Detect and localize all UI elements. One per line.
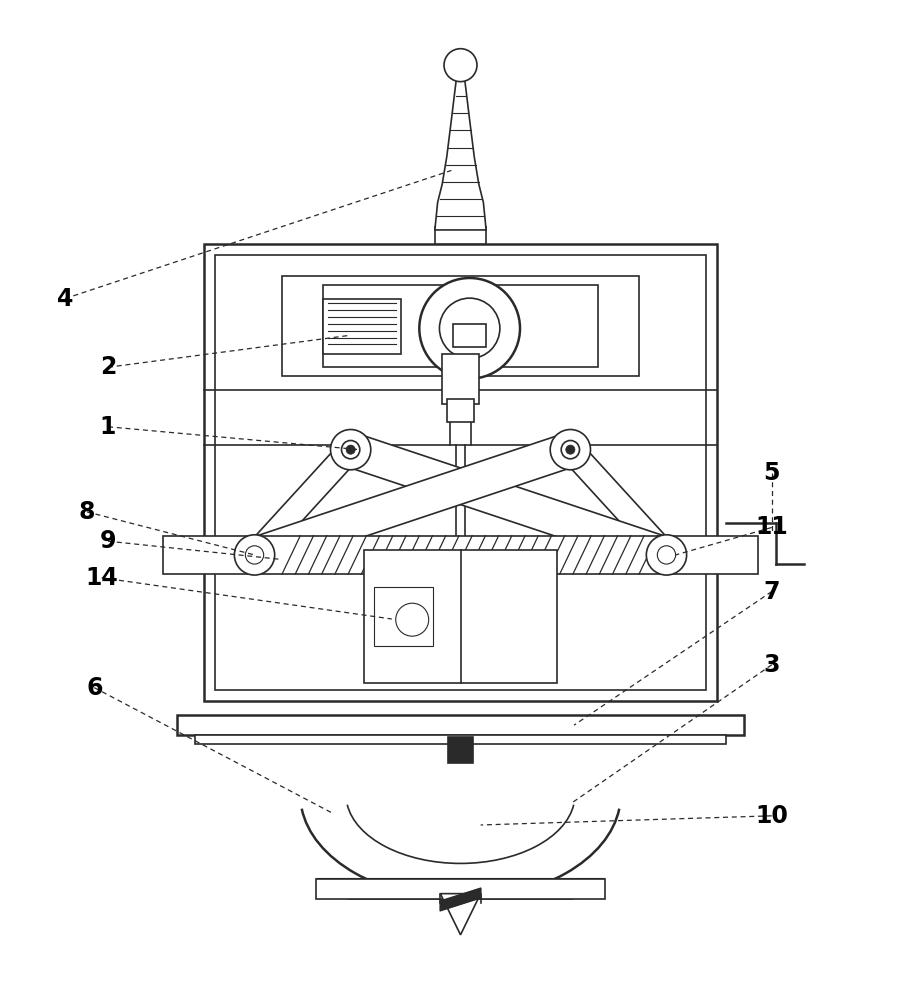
- Polygon shape: [554, 450, 683, 555]
- Bar: [323, 299, 401, 354]
- Bar: [447, 399, 474, 422]
- Polygon shape: [240, 436, 584, 569]
- Text: 3: 3: [764, 653, 780, 677]
- Bar: [163, 536, 758, 574]
- Bar: [374, 587, 433, 646]
- Bar: [216, 255, 705, 690]
- Polygon shape: [440, 894, 481, 935]
- Circle shape: [245, 546, 263, 564]
- Circle shape: [439, 298, 500, 359]
- Circle shape: [346, 445, 356, 454]
- Polygon shape: [337, 436, 681, 569]
- Polygon shape: [316, 879, 605, 899]
- Bar: [323, 285, 598, 367]
- Bar: [195, 735, 726, 744]
- Circle shape: [565, 445, 575, 454]
- Bar: [204, 244, 717, 701]
- Circle shape: [234, 535, 274, 575]
- Circle shape: [396, 603, 428, 636]
- Bar: [435, 227, 486, 244]
- Bar: [365, 550, 556, 683]
- Circle shape: [561, 440, 579, 459]
- Text: 6: 6: [86, 676, 102, 700]
- Text: 7: 7: [764, 580, 780, 604]
- Circle shape: [658, 546, 676, 564]
- Polygon shape: [435, 68, 486, 230]
- Bar: [442, 354, 479, 404]
- Bar: [448, 737, 473, 763]
- Text: 8: 8: [79, 500, 95, 524]
- Bar: [453, 324, 486, 347]
- Circle shape: [550, 430, 590, 470]
- Bar: [316, 879, 605, 899]
- Text: 11: 11: [755, 515, 788, 539]
- Text: 9: 9: [99, 529, 116, 553]
- Text: 2: 2: [99, 355, 116, 379]
- Circle shape: [647, 535, 687, 575]
- Text: 4: 4: [57, 287, 73, 311]
- Text: 10: 10: [755, 804, 788, 828]
- Bar: [282, 276, 639, 376]
- Text: 14: 14: [86, 566, 118, 590]
- Circle shape: [419, 278, 520, 379]
- Bar: [177, 715, 744, 735]
- Polygon shape: [238, 450, 367, 555]
- Circle shape: [331, 430, 371, 470]
- Circle shape: [342, 440, 360, 459]
- Text: 5: 5: [764, 461, 780, 485]
- Circle shape: [444, 49, 477, 82]
- Text: 1: 1: [99, 415, 116, 439]
